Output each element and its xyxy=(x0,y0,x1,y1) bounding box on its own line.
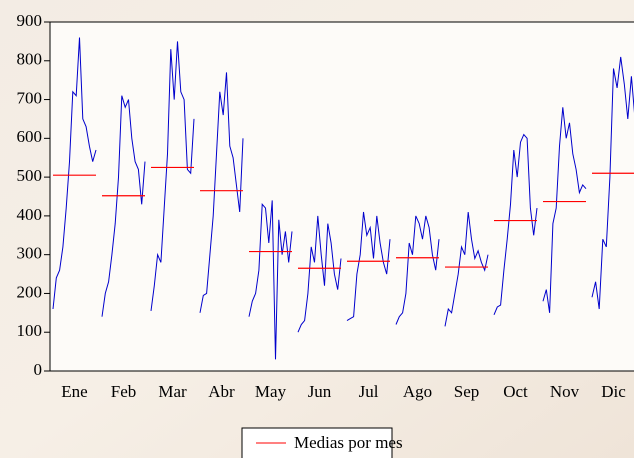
x-tick-label: Nov xyxy=(550,382,580,401)
y-tick-label: 0 xyxy=(34,360,43,379)
x-tick-label: Mar xyxy=(158,382,187,401)
y-tick-label: 600 xyxy=(17,127,43,146)
legend: Medias por mes xyxy=(241,427,403,458)
y-tick-label: 500 xyxy=(17,166,43,185)
month-line xyxy=(297,215,342,333)
month-line xyxy=(150,41,195,311)
x-tick-label: Feb xyxy=(111,382,137,401)
month-line xyxy=(346,211,391,322)
month-line xyxy=(199,72,244,313)
y-tick-label: 200 xyxy=(17,282,43,301)
month-line xyxy=(248,200,293,360)
x-tick-label: Sep xyxy=(454,382,480,401)
y-tick-label: 900 xyxy=(17,11,43,30)
plot-marks xyxy=(52,37,634,360)
x-tick-label: Jun xyxy=(308,382,332,401)
month-line xyxy=(493,133,538,315)
legend-label: Medias por mes xyxy=(294,433,403,452)
y-tick-label: 400 xyxy=(17,205,43,224)
y-tick-label: 100 xyxy=(17,321,43,340)
plot-frame xyxy=(49,21,634,372)
x-tick-label: Dic xyxy=(601,382,626,401)
x-tick-label: Abr xyxy=(208,382,235,401)
y-tick-label: 800 xyxy=(17,50,43,69)
month-line xyxy=(395,215,440,325)
x-tick-label: Ago xyxy=(403,382,432,401)
month-line xyxy=(444,211,489,327)
x-tick-label: Oct xyxy=(503,382,528,401)
y-tick-label: 700 xyxy=(17,88,43,107)
month-line xyxy=(101,95,146,317)
x-tick-label: May xyxy=(255,382,287,401)
y-tick-label: 300 xyxy=(17,244,43,263)
month-line xyxy=(591,56,634,310)
month-line xyxy=(52,37,97,310)
x-tick-label: Ene xyxy=(61,382,87,401)
x-tick-label: Jul xyxy=(359,382,379,401)
month-line xyxy=(542,107,587,313)
